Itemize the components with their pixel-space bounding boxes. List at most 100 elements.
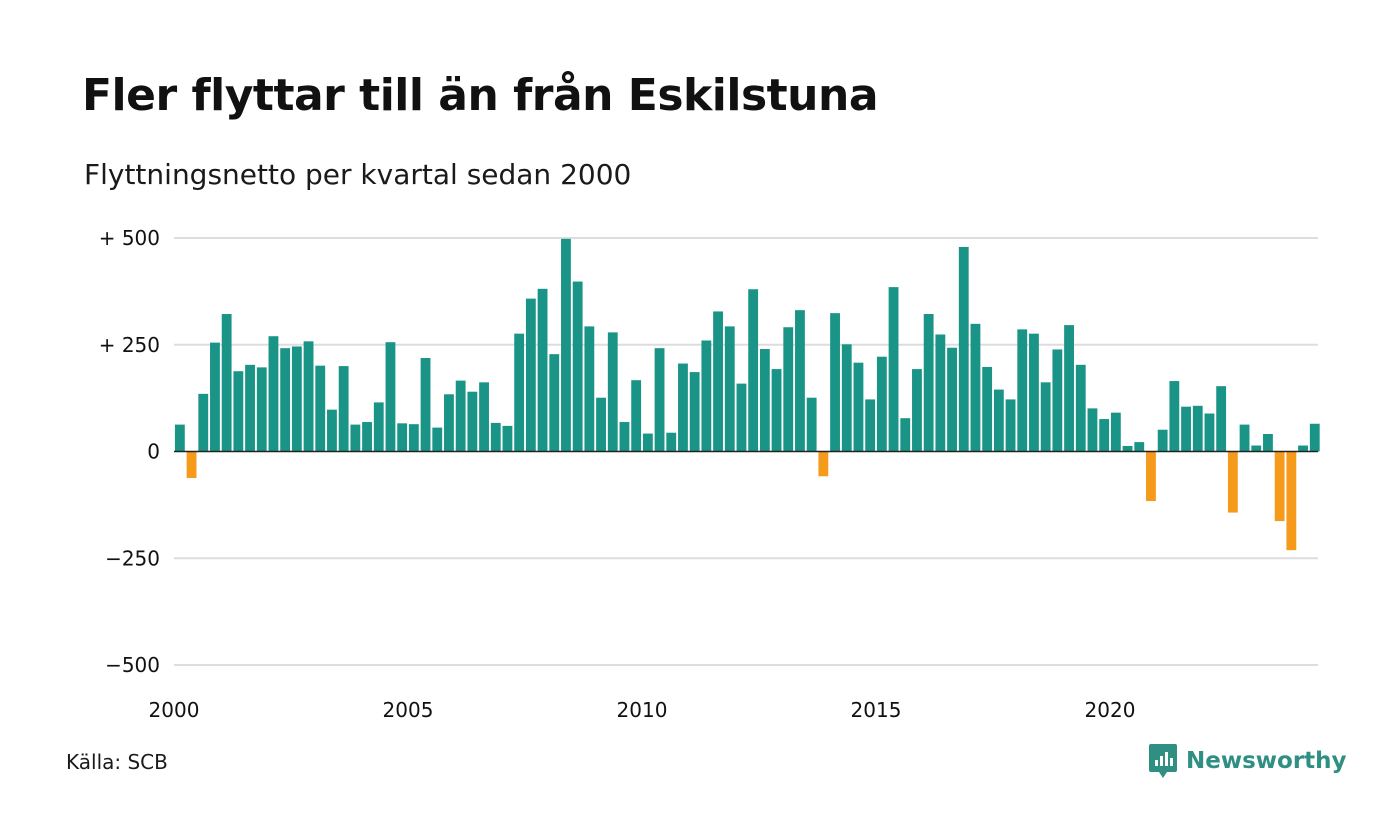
bar [1005,399,1016,452]
bar [993,389,1004,452]
bar [923,314,934,452]
bar [1274,451,1285,522]
bar [631,380,642,452]
bar [865,399,876,452]
bar [818,451,829,477]
bar [783,327,794,452]
bar [291,346,302,452]
bar [666,432,677,452]
bar [584,326,595,452]
x-tick-label: 2015 [851,698,902,722]
y-tick-label: −250 [105,546,160,570]
bar [1239,424,1250,452]
bar [806,397,817,452]
bar [1087,408,1098,452]
bar [198,393,209,452]
bar [455,380,466,452]
bar [841,344,852,452]
bar [1216,386,1227,452]
bar [385,342,396,452]
y-tick-label: + 250 [99,333,160,357]
bar [303,341,314,452]
bar [1286,451,1297,551]
bar [689,372,700,452]
y-tick-label: + 500 [99,226,160,250]
bar [1040,382,1051,452]
bar [1064,325,1074,452]
bar [315,365,326,452]
bar [373,402,384,452]
bar [256,367,267,452]
bar [1263,433,1273,452]
bar [561,238,571,452]
x-tick-label: 2020 [1085,698,1136,722]
bar [408,424,419,452]
gridlines [174,237,1318,666]
bar [748,289,759,452]
bar [982,366,993,452]
brand-name: Newsworthy [1186,748,1347,774]
bar [853,362,864,452]
y-axis-labels: + 500 + 250 0 −250 −500 [99,226,160,677]
bar [1122,445,1133,452]
bar [654,348,665,452]
bar [432,427,443,452]
x-tick-label: 2005 [383,698,434,722]
bar [233,371,244,452]
bar [912,369,922,452]
bar [888,287,899,452]
bar [338,366,349,452]
bar [280,348,291,452]
bar [713,311,723,452]
bar [467,391,478,452]
bar [327,409,337,452]
bar [362,422,372,452]
bar [186,451,197,478]
bar [1169,381,1180,452]
bar [1075,364,1086,452]
source-note: Källa: SCB [66,750,168,774]
bar [795,310,805,452]
bar [572,281,583,452]
bar [479,382,489,452]
bar [724,326,735,452]
bar [490,422,501,452]
bar [958,246,969,452]
bar [900,418,911,452]
bar [642,433,653,452]
bar [1146,451,1156,502]
bar [1181,406,1191,452]
bar [1204,413,1215,452]
bar [771,369,782,452]
bar [1227,451,1238,513]
bar [1110,412,1121,452]
bar [1134,442,1145,452]
bar [970,323,981,452]
bar [502,425,513,452]
bar-series [174,238,1320,551]
bar [1309,423,1320,452]
bar [619,422,630,452]
bar [607,332,618,452]
bar [1052,349,1063,452]
bar [268,336,279,452]
bar [1029,333,1039,452]
bar [876,356,887,452]
bar [1157,429,1168,452]
bar [1298,445,1308,452]
bar [221,314,232,452]
x-axis-labels: 2000 2005 2010 2015 2020 [149,698,1136,722]
bar [935,334,946,452]
bar [596,397,606,452]
newsworthy-logo-icon [1149,744,1177,778]
y-tick-label: −500 [105,653,160,677]
bar [1099,419,1110,452]
bar [245,364,255,452]
bar [397,423,408,452]
bar [759,349,770,452]
bar [420,357,431,452]
bar [174,424,185,452]
bar [678,363,688,452]
bar [350,424,361,452]
bar [549,354,560,452]
